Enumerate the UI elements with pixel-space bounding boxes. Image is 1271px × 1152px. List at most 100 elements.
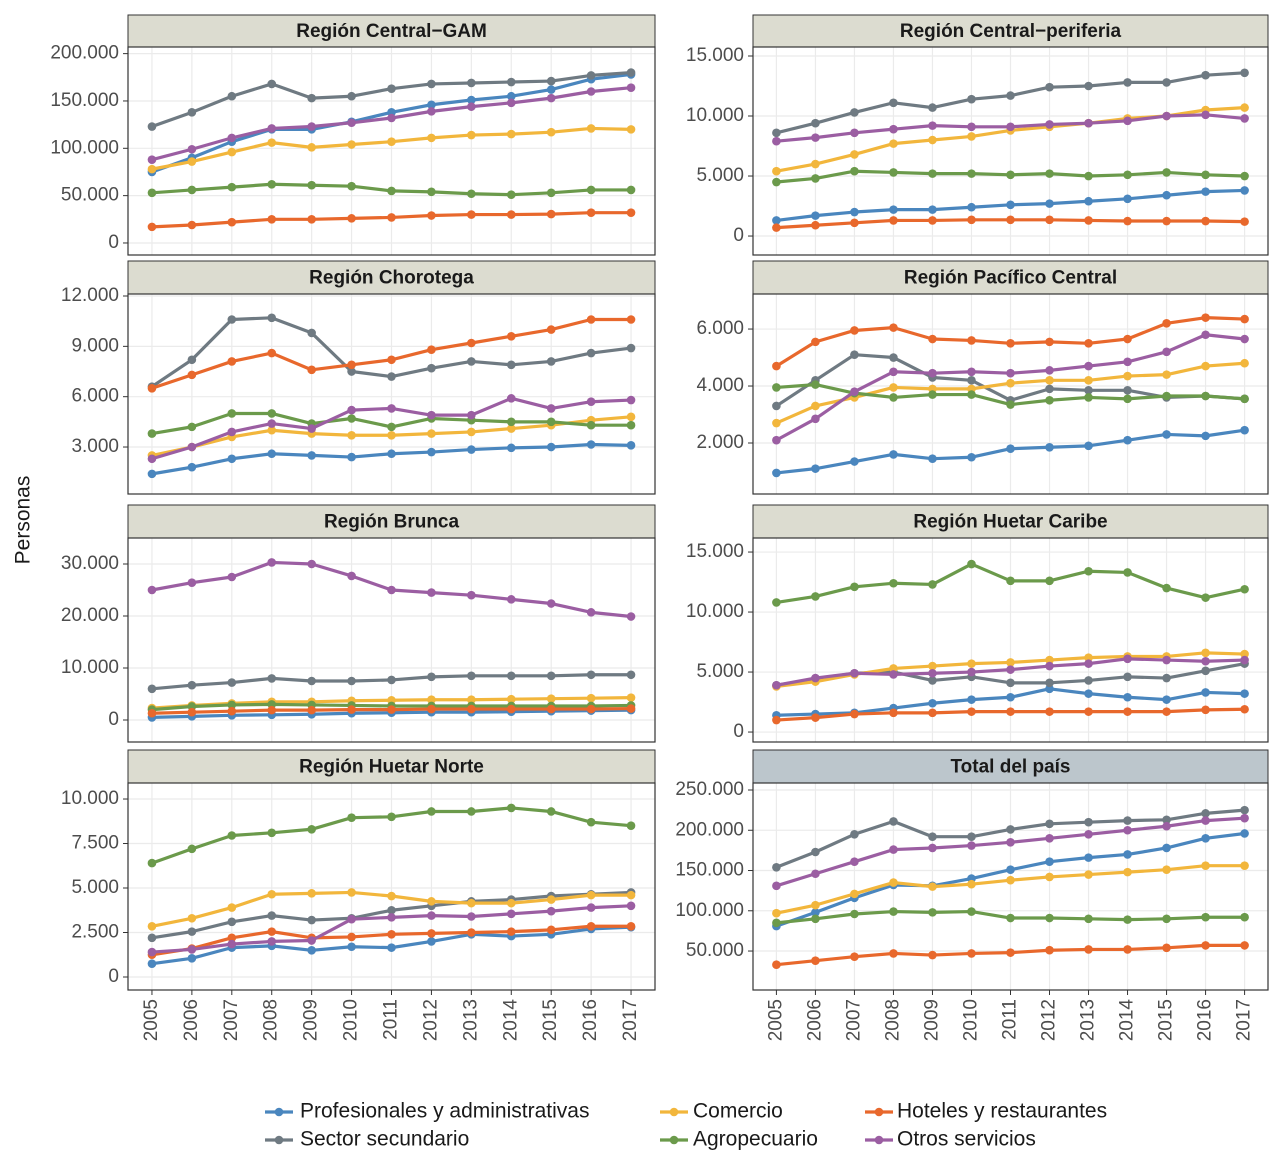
point	[1240, 861, 1249, 870]
point	[967, 376, 976, 385]
y-tick-label: 4.000	[696, 375, 744, 396]
point	[1123, 385, 1132, 395]
point	[1045, 376, 1054, 385]
point	[467, 671, 476, 681]
point	[147, 858, 157, 868]
point	[1045, 819, 1054, 829]
point	[267, 425, 277, 435]
point	[506, 443, 516, 453]
point	[811, 380, 820, 389]
point	[626, 704, 636, 713]
point	[1123, 672, 1132, 682]
point	[267, 889, 277, 899]
point	[811, 914, 820, 924]
point	[267, 828, 277, 838]
x-tick-label: 2017	[1234, 999, 1255, 1041]
point	[506, 91, 516, 101]
point	[267, 215, 277, 224]
point	[1006, 678, 1015, 688]
point	[546, 127, 556, 137]
point	[1123, 707, 1132, 716]
point	[586, 87, 596, 96]
point	[347, 571, 356, 581]
y-tick-label: 100.000	[675, 900, 744, 921]
x-tick-label: 2007	[843, 999, 864, 1041]
point	[1240, 813, 1249, 823]
point	[506, 360, 516, 370]
point	[928, 334, 937, 344]
point	[467, 928, 476, 937]
point	[626, 921, 636, 931]
point	[147, 469, 157, 479]
point	[850, 108, 859, 117]
point	[467, 704, 476, 714]
point	[307, 180, 316, 190]
point	[187, 185, 197, 195]
point	[1006, 338, 1015, 348]
point	[1006, 948, 1015, 957]
point	[850, 218, 859, 228]
y-tick-label: 12.000	[61, 285, 119, 306]
point	[1201, 391, 1210, 401]
point	[467, 445, 476, 454]
point	[1201, 912, 1210, 922]
point	[850, 350, 859, 359]
point	[1123, 435, 1132, 445]
point	[546, 93, 556, 103]
point	[928, 121, 937, 130]
point	[626, 343, 636, 353]
plot-border	[752, 537, 1269, 743]
point	[889, 353, 898, 362]
point	[889, 845, 898, 854]
point	[1240, 334, 1249, 344]
point	[772, 435, 781, 445]
point	[387, 705, 396, 714]
point	[626, 125, 636, 134]
x-tick-label: 2016	[580, 999, 601, 1041]
y-tick-label: 250.000	[675, 779, 744, 800]
point	[347, 888, 356, 897]
point	[889, 578, 898, 588]
strip-title: Región Huetar Norte	[299, 757, 484, 778]
point	[928, 661, 937, 671]
point	[267, 419, 277, 428]
x-tick-label: 2009	[301, 999, 322, 1041]
point	[347, 932, 356, 942]
x-tick-label: 2012	[1039, 999, 1060, 1041]
point	[928, 216, 937, 225]
point	[267, 409, 277, 418]
plot-border	[127, 293, 656, 495]
point	[811, 401, 820, 411]
point	[387, 84, 396, 93]
point	[427, 937, 436, 946]
point	[1045, 913, 1054, 923]
point	[506, 394, 516, 403]
point	[546, 694, 556, 703]
y-tick-label: 10.000	[686, 601, 744, 622]
point	[546, 85, 556, 94]
y-tick-label: 5.000	[696, 165, 744, 186]
point	[227, 315, 237, 324]
point	[889, 878, 898, 887]
point	[967, 169, 976, 178]
point	[307, 365, 316, 375]
point	[626, 315, 636, 324]
point	[1162, 190, 1171, 200]
point	[387, 675, 396, 685]
point	[967, 202, 976, 212]
point	[1084, 385, 1093, 395]
point	[772, 908, 781, 918]
point	[1084, 216, 1093, 225]
point	[506, 129, 516, 139]
point	[267, 179, 277, 189]
point	[1201, 110, 1210, 120]
point	[1045, 199, 1054, 208]
point	[187, 844, 197, 854]
point	[1045, 857, 1054, 866]
point	[1162, 111, 1171, 121]
point	[811, 414, 820, 424]
point	[227, 217, 237, 227]
point	[928, 205, 937, 214]
point	[1045, 684, 1054, 694]
point	[626, 420, 636, 430]
